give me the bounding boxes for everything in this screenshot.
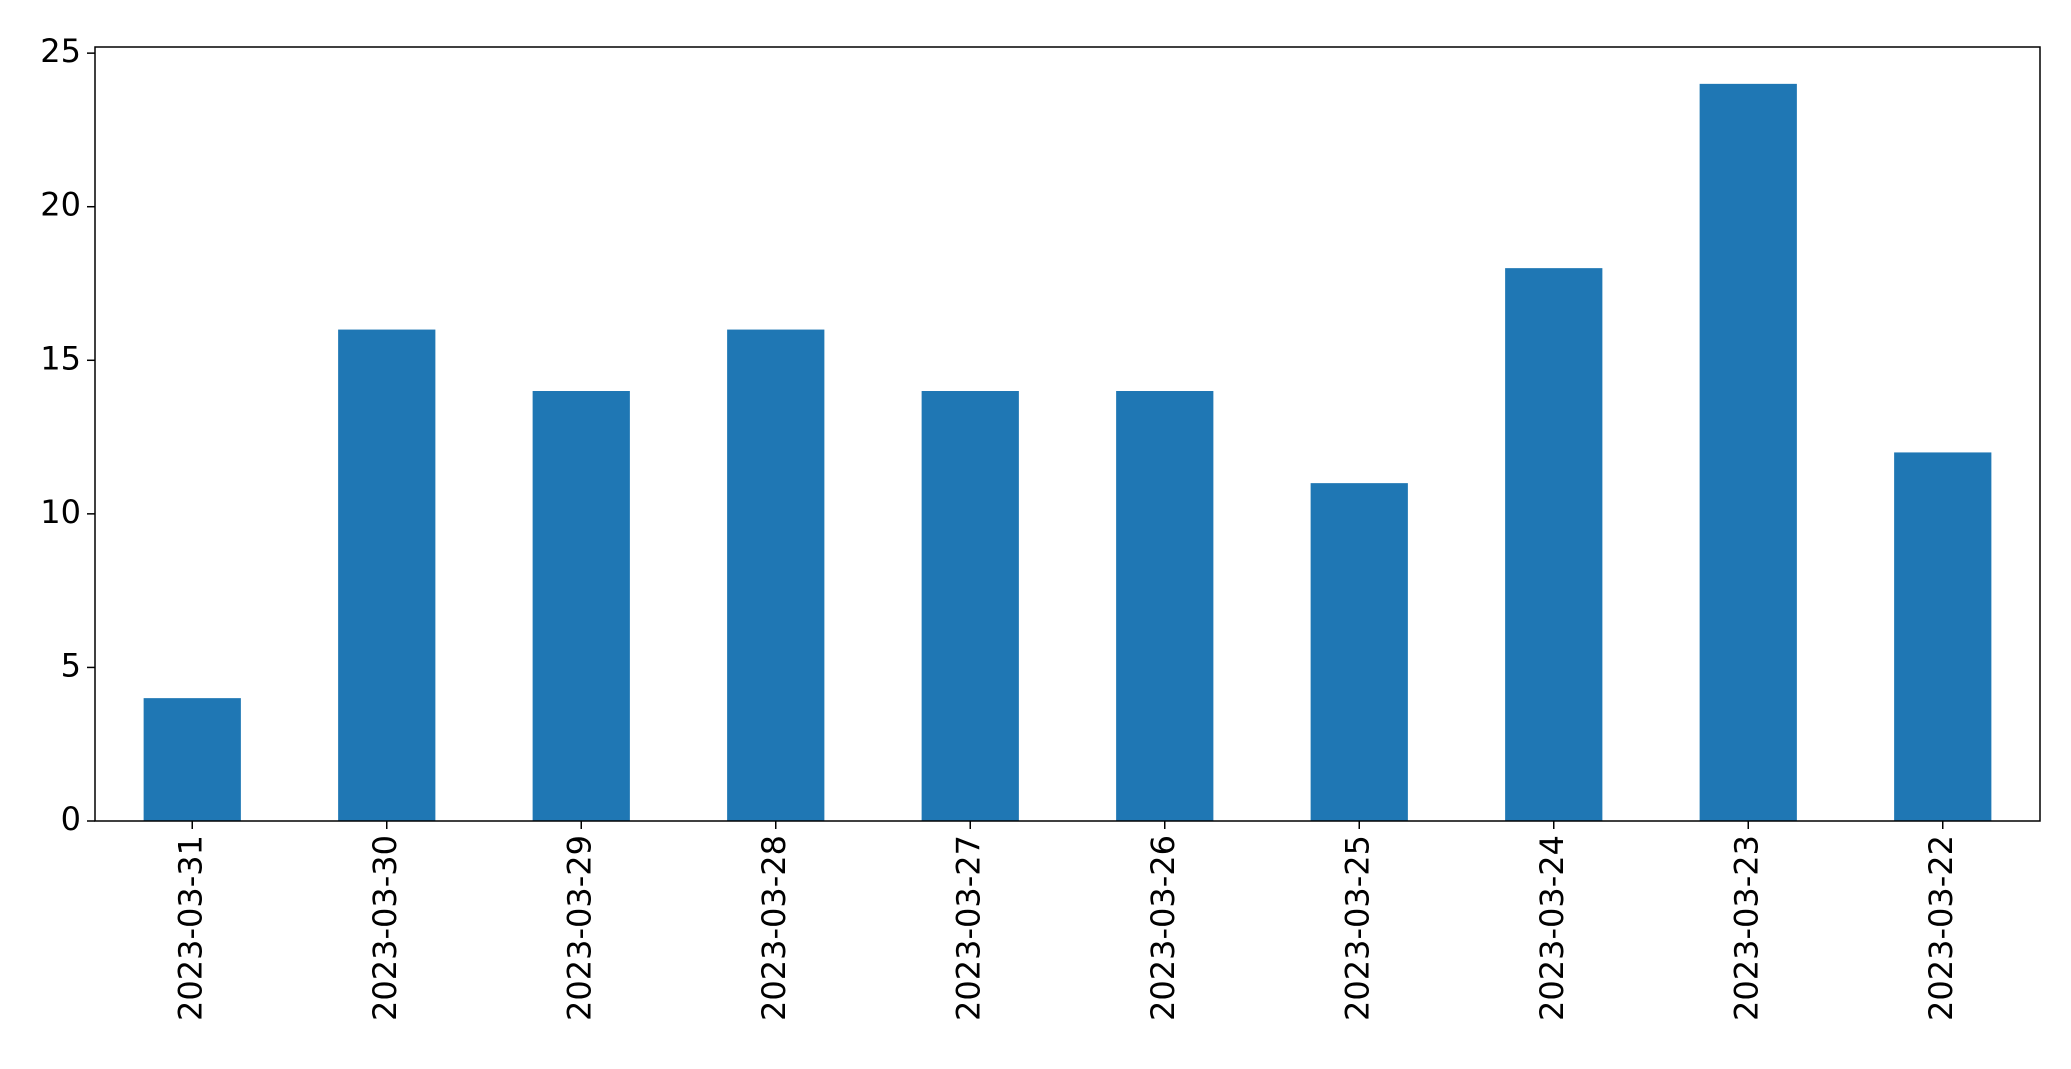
x-tick-label: 2023-03-27: [949, 835, 987, 1021]
x-tick-label: 2023-03-24: [1533, 835, 1571, 1021]
y-tick-label: 10: [40, 493, 81, 531]
bar: [338, 329, 436, 821]
y-tick-label: 20: [40, 186, 81, 224]
bar: [921, 391, 1019, 821]
plot-frame: [94, 46, 2041, 822]
x-tick-label: 2023-03-25: [1338, 835, 1376, 1021]
bar: [1699, 83, 1797, 822]
y-tick-label: 0: [61, 800, 81, 838]
x-tick-label: 2023-03-28: [755, 835, 793, 1021]
x-tick-label: 2023-03-26: [1144, 835, 1182, 1021]
y-tick-label: 5: [61, 646, 81, 684]
x-tick-label: 2023-03-30: [366, 835, 404, 1021]
y-tick-label: 25: [40, 32, 81, 70]
bar: [532, 391, 630, 821]
x-tick-label: 2023-03-22: [1922, 835, 1960, 1021]
bar: [727, 329, 825, 821]
x-tick-label: 2023-03-29: [560, 835, 598, 1021]
bar: [1505, 268, 1603, 822]
bar: [1116, 391, 1214, 821]
y-tick-label: 15: [40, 339, 81, 377]
bars-layer: [143, 83, 1992, 822]
y-axis: 0 5 10 15 20 25: [40, 32, 95, 838]
x-axis: 2023-03-31 2023-03-30 2023-03-29 2023-03-28…: [171, 821, 1960, 1021]
bar: [1894, 452, 1992, 821]
x-tick-label: 2023-03-23: [1727, 835, 1765, 1021]
bar: [1310, 483, 1408, 821]
x-tick-label: 2023-03-31: [171, 835, 209, 1021]
bar: [143, 698, 241, 821]
